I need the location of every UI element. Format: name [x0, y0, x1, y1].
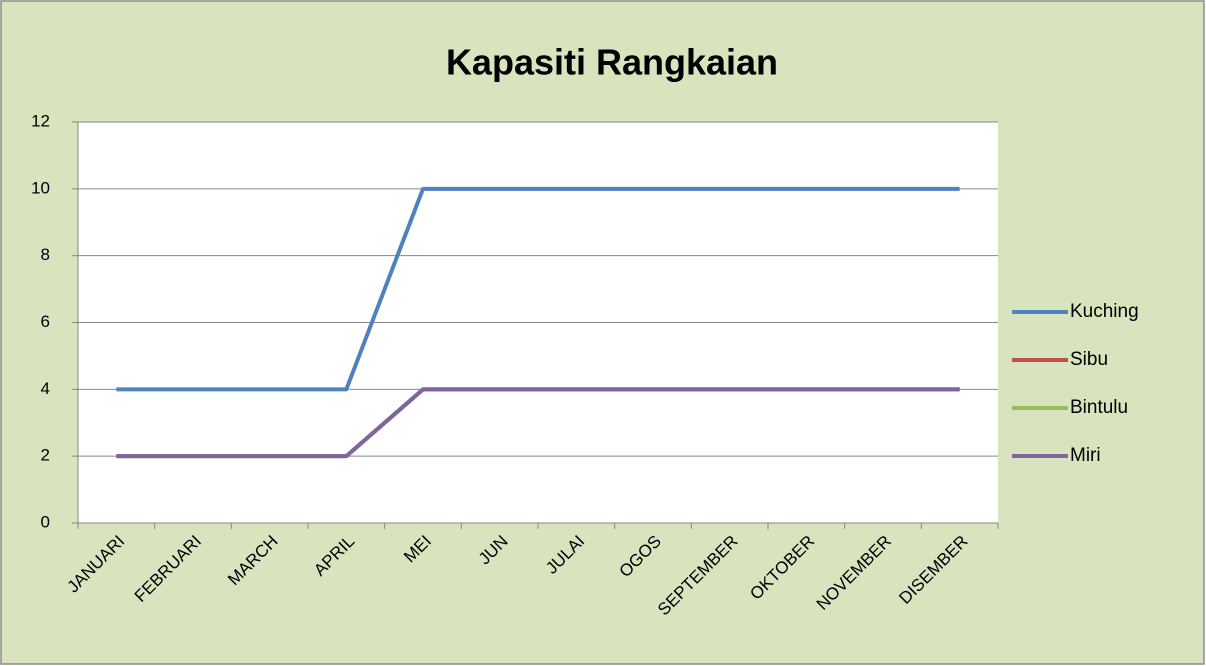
y-tick-label: 6 — [41, 312, 50, 331]
y-tick-label: 0 — [41, 512, 50, 531]
line-series — [116, 186, 960, 392]
y-tick-label: 8 — [41, 245, 50, 264]
y-tick-label: 12 — [31, 111, 50, 130]
chart-title: Kapasiti Rangkaian — [446, 42, 778, 83]
y-tick-label: 2 — [41, 446, 50, 465]
legend-label: Sibu — [1070, 349, 1108, 370]
y-tick-label: 10 — [31, 178, 50, 197]
legend-label: Miri — [1070, 445, 1101, 466]
legend-label: Bintulu — [1070, 397, 1128, 418]
legend-label: Kuching — [1070, 301, 1139, 322]
line-series — [116, 387, 960, 459]
y-tick-label: 4 — [41, 379, 50, 398]
